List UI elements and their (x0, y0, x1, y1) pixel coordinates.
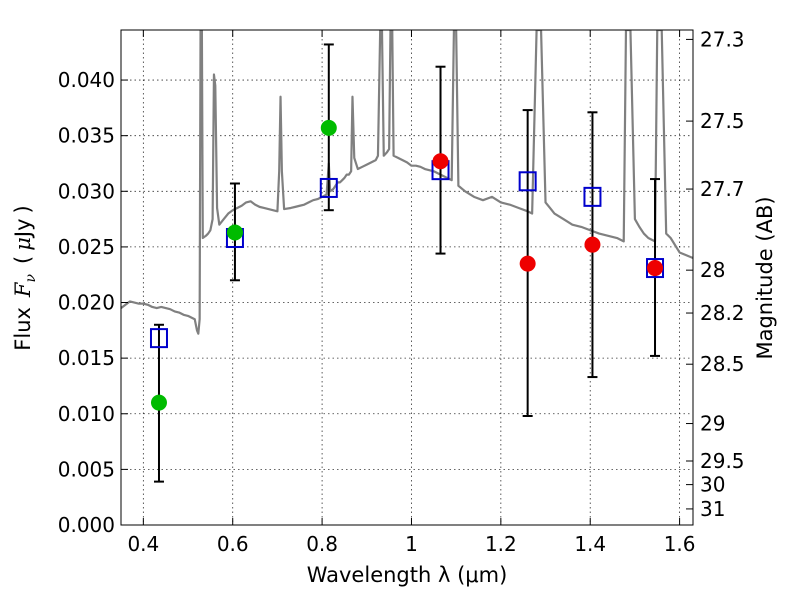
y-axis-title-prefix: Flux (11, 307, 35, 351)
y-axis-title-unit: Jy (11, 218, 35, 239)
model-square-marker (518, 171, 537, 192)
x-tick-label: 0.4 (127, 532, 159, 556)
x-tick-label: 1.4 (574, 532, 606, 556)
y-axis-title-subscript: ν (23, 273, 39, 282)
right-tick-label: 29 (700, 412, 725, 436)
y-axis-title-mu: μ (11, 237, 35, 251)
x-tick-label: 1.6 (664, 532, 696, 556)
right-tick-label: 28.5 (700, 352, 745, 376)
right-tick-label: 27.5 (700, 109, 745, 133)
model-square-marker (149, 328, 168, 349)
right-tick-label: 30 (700, 473, 725, 497)
red-point-marker (519, 255, 536, 272)
right-tick-label: 27.7 (700, 177, 745, 201)
y-tick-label: 0.030 (58, 179, 115, 203)
green-point-marker (150, 394, 167, 411)
x-axis-title: Wavelength λ (μm) (307, 563, 508, 587)
axis-ticks: 0.4 0.6 0.8 1 1.2 1.4 1.6 0.000 0.005 0.010 0.015 0… (58, 27, 745, 556)
y-tick-label: 0.000 (58, 513, 115, 537)
y-axis-title-symbol: F (11, 281, 35, 298)
y-axis-title-open: ( (11, 256, 35, 264)
y-tick-label: 0.020 (58, 291, 115, 315)
green-point-marker (320, 119, 337, 136)
x-tick-label: 1 (405, 532, 418, 556)
y-axis-title: Flux Fν ( μJy) (11, 205, 39, 350)
sed-line (121, 30, 693, 335)
x-tick-label: 0.8 (306, 532, 338, 556)
plot-data (121, 30, 693, 335)
right-tick-label: 29.5 (700, 449, 745, 473)
plot-frame (120, 29, 694, 526)
grid-lines (121, 30, 693, 526)
y-tick-label: 0.005 (58, 457, 115, 481)
model-square-marker (583, 186, 602, 207)
y-tick-label: 0.010 (58, 402, 115, 426)
red-point-marker (647, 260, 664, 277)
green-point-marker (226, 224, 243, 241)
red-point-marker (432, 153, 449, 170)
right-tick-label: 28.2 (700, 301, 745, 325)
right-tick-label: 31 (700, 497, 725, 521)
x-tick-label: 0.6 (217, 532, 249, 556)
model-square-marker (319, 177, 338, 198)
right-tick-label: 28 (700, 258, 725, 282)
right-axis-title: Magnitude (AB) (753, 196, 777, 359)
x-tick-label: 1.2 (485, 532, 517, 556)
y-tick-label: 0.025 (58, 235, 115, 259)
red-point-marker (584, 236, 601, 253)
y-tick-label: 0.035 (58, 124, 115, 148)
y-tick-label: 0.015 (58, 346, 115, 370)
plot-points (149, 43, 665, 483)
y-axis-title-close: ) (11, 205, 35, 213)
y-tick-label: 0.040 (58, 68, 115, 92)
right-tick-label: 27.3 (700, 27, 745, 51)
